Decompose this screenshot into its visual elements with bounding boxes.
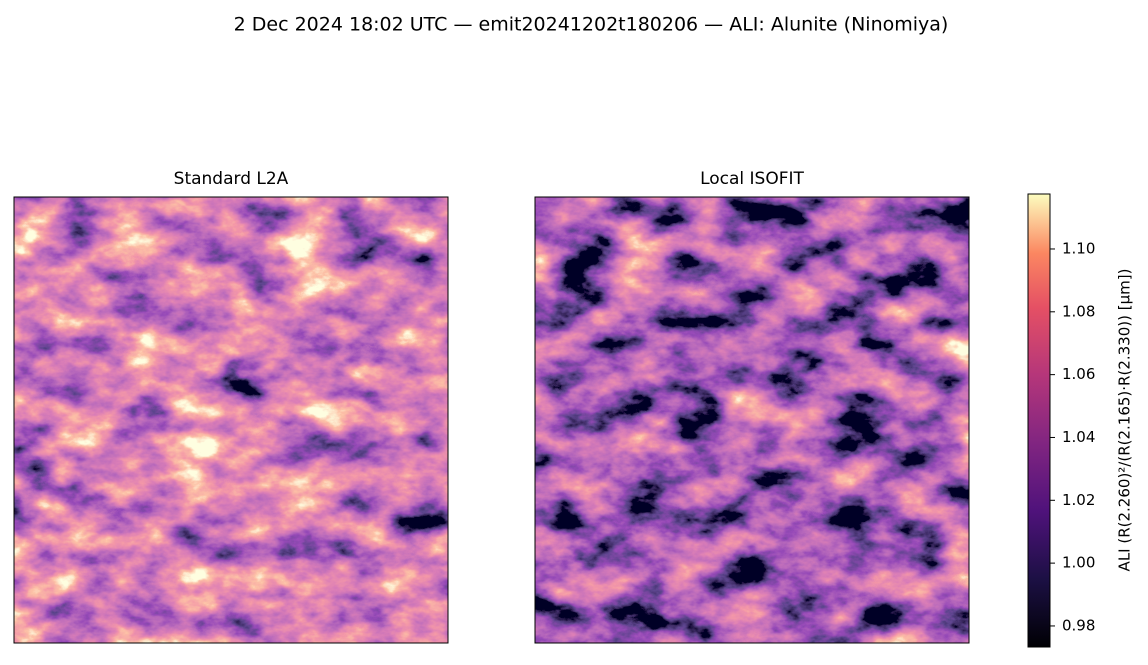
panel-title: Standard L2A <box>174 169 289 189</box>
image-panel <box>14 197 448 643</box>
colorbar-tick-label: 1.00 <box>1062 554 1095 572</box>
colorbar-tick-label: 0.98 <box>1062 616 1095 634</box>
panel-frame <box>13 196 449 644</box>
figure-title: 2 Dec 2024 18:02 UTC — emit20241202t1802… <box>234 14 949 36</box>
colorbar-tick-label: 1.08 <box>1062 302 1095 320</box>
panel-frame <box>534 196 970 644</box>
panel-title: Local ISOFIT <box>700 169 804 189</box>
colorbar <box>1027 193 1051 648</box>
colorbar-tick-label: 1.10 <box>1062 239 1095 257</box>
colorbar-tick-label: 1.06 <box>1062 365 1095 383</box>
colorbar-tick-label: 1.04 <box>1062 428 1095 446</box>
colorbar-label: ALI (R(2.260)²/(R(2.165)·R(2.330)) [µm]) <box>1116 269 1134 572</box>
image-panel <box>535 197 969 643</box>
colorbar-tick-label: 1.02 <box>1062 491 1095 509</box>
